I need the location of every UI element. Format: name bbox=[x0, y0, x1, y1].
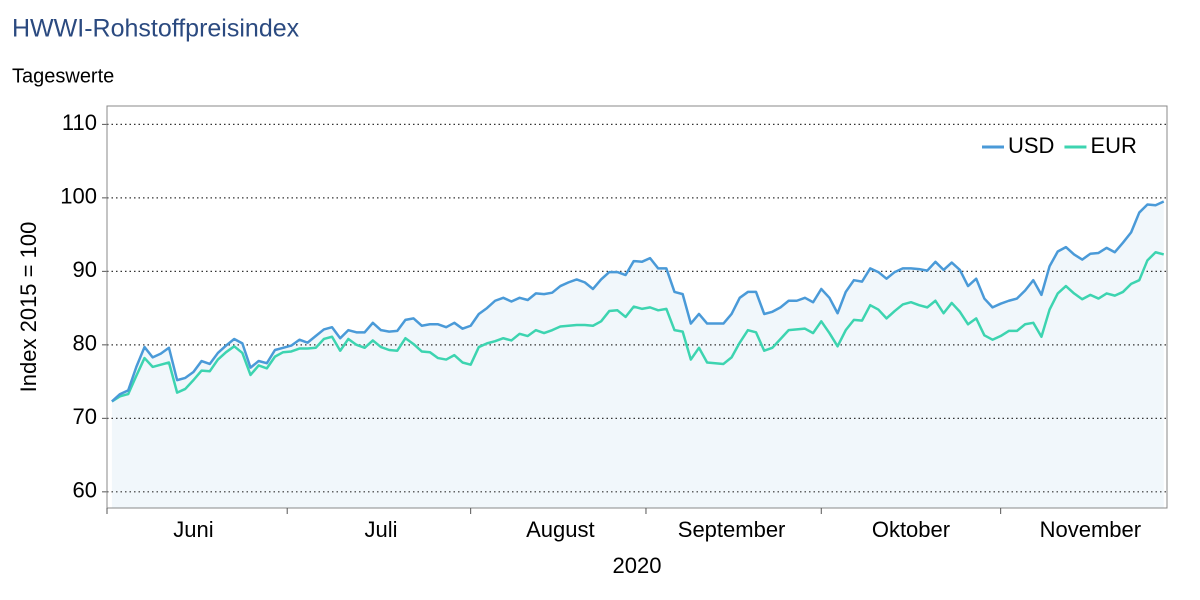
x-tick-label: Juli bbox=[364, 517, 397, 542]
legend-label: EUR bbox=[1090, 133, 1136, 158]
area-fill bbox=[111, 201, 1164, 508]
y-tick-label: 60 bbox=[73, 478, 97, 503]
line-series bbox=[111, 250, 1165, 403]
y-tick-label: 70 bbox=[73, 404, 97, 429]
plot-frame bbox=[106, 105, 1168, 509]
y-tick-label: 110 bbox=[62, 110, 97, 135]
x-tick-label: August bbox=[526, 517, 595, 542]
x-tick-label: Juni bbox=[173, 517, 213, 542]
x-tick-label: November bbox=[1040, 517, 1141, 542]
chart-title: HWWI-Rohstoffpreisindex bbox=[12, 15, 300, 43]
y-tick-label: 100 bbox=[60, 184, 97, 209]
y-tick-label: 90 bbox=[73, 257, 97, 282]
x-tick-label: Oktober bbox=[872, 517, 950, 542]
legend-label: USD bbox=[1008, 133, 1054, 158]
line-series bbox=[111, 200, 1165, 403]
chart-subtitle: Tageswerte bbox=[12, 65, 114, 87]
y-tick-label: 80 bbox=[73, 331, 97, 356]
x-tick-label: September bbox=[678, 517, 786, 542]
y-axis-label: Index 2015 = 100 bbox=[16, 222, 41, 393]
x-axis-label: 2020 bbox=[613, 553, 662, 578]
